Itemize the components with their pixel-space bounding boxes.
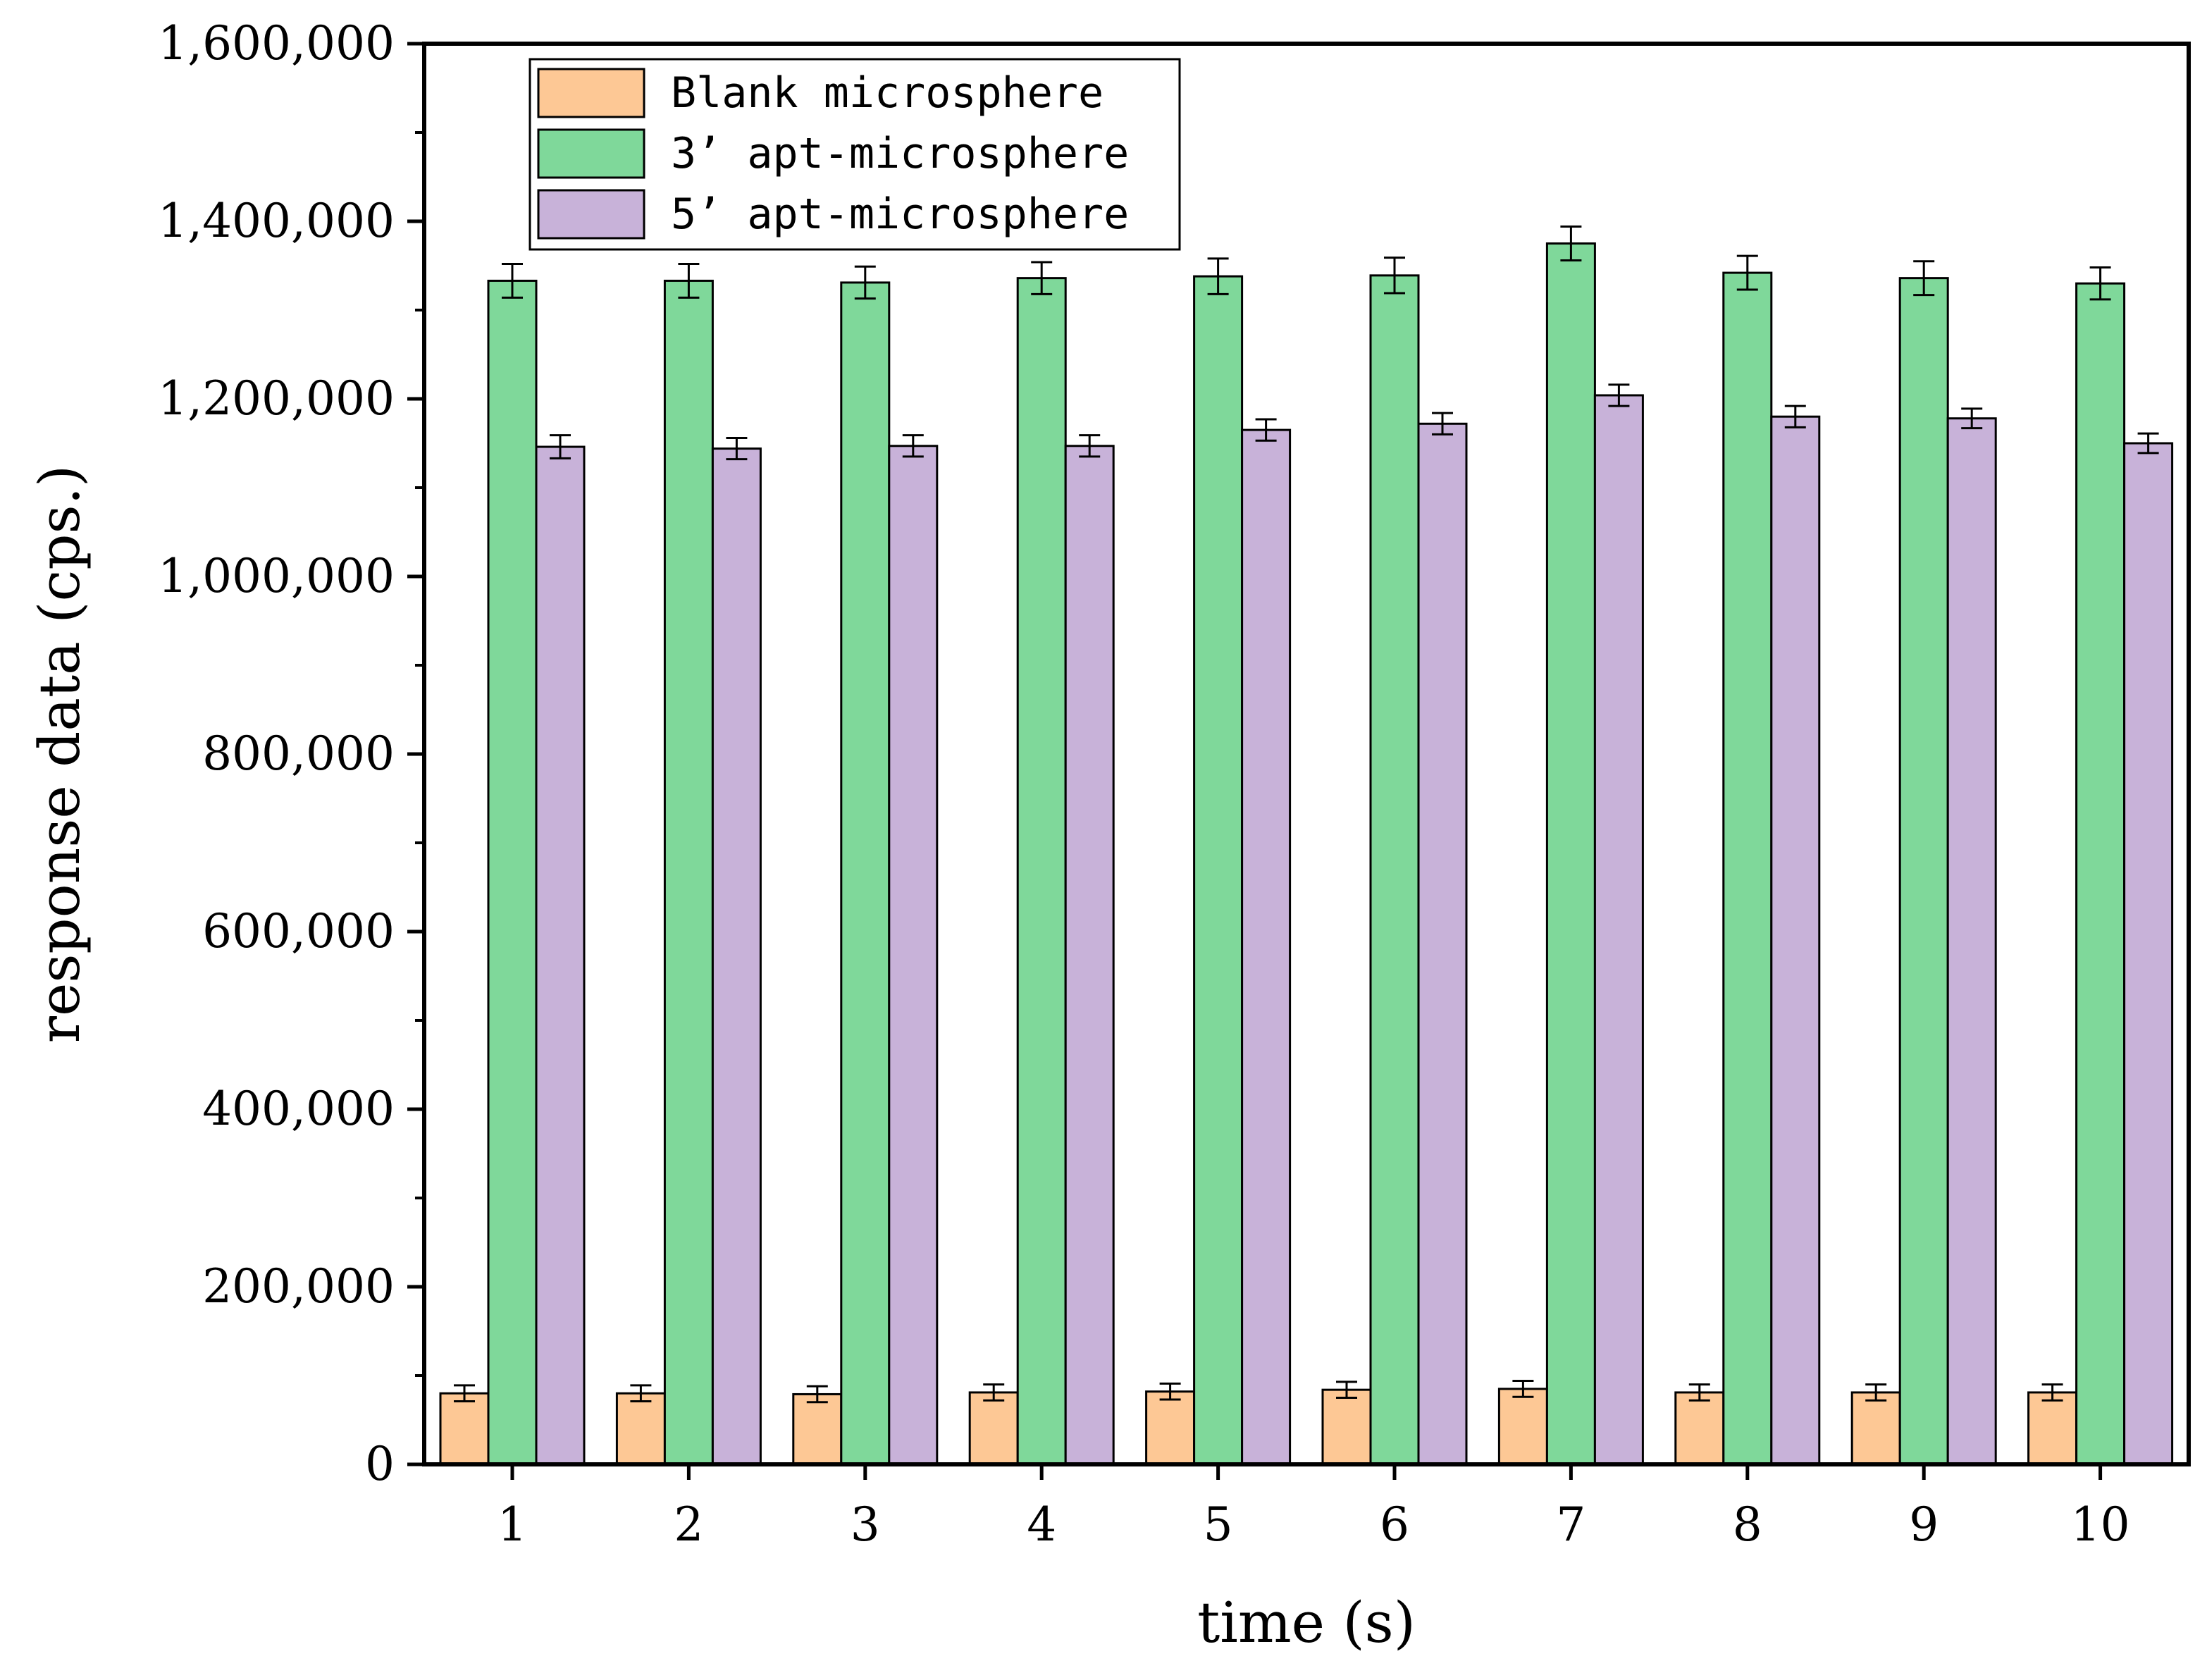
x-tick-label: 9	[1909, 1497, 1939, 1552]
bar-series-1-cat-2	[840, 281, 891, 1466]
legend-swatch	[537, 128, 645, 179]
bar-series-1-cat-7	[1722, 271, 1773, 1466]
bar-series-0-cat-4	[1145, 1390, 1196, 1466]
x-tick-label: 2	[674, 1497, 703, 1552]
bar-series-1-cat-3	[1016, 277, 1067, 1466]
bar-series-1-cat-4	[1193, 275, 1244, 1466]
y-tick-label: 800,000	[202, 727, 395, 781]
y-tick-label: 1,000,000	[158, 549, 395, 603]
bar-series-0-cat-3	[968, 1391, 1019, 1466]
y-tick-label: 200,000	[202, 1259, 395, 1314]
y-tick-label: 0	[365, 1437, 395, 1491]
y-tick-label: 1,200,000	[158, 371, 395, 426]
bar-series-2-cat-5	[1417, 422, 1468, 1466]
x-tick-label: 5	[1204, 1497, 1233, 1552]
y-axis-title: response data (cps.)	[27, 465, 92, 1043]
bar-series-1-cat-8	[1898, 277, 1949, 1466]
x-tick-label: 4	[1027, 1497, 1056, 1552]
bar-series-2-cat-0	[535, 445, 586, 1466]
bar-series-2-cat-3	[1064, 445, 1115, 1466]
y-tick-label: 400,000	[202, 1082, 395, 1136]
bar-series-0-cat-9	[2027, 1391, 2078, 1466]
y-tick-label: 1,600,000	[158, 16, 395, 70]
bar-series-2-cat-6	[1593, 394, 1644, 1466]
legend-swatch	[537, 189, 645, 240]
bar-series-1-cat-6	[1545, 242, 1596, 1466]
bar-series-0-cat-2	[792, 1392, 843, 1466]
x-axis-title: time (s)	[1197, 1590, 1416, 1655]
y-tick-label: 600,000	[202, 904, 395, 958]
bar-series-1-cat-5	[1369, 274, 1420, 1466]
x-tick-label: 3	[851, 1497, 880, 1552]
bar-series-2-cat-1	[711, 447, 762, 1466]
y-tick-label: 1,400,000	[158, 194, 395, 248]
x-tick-label: 10	[2071, 1497, 2130, 1552]
x-tick-label: 1	[497, 1497, 527, 1552]
bar-series-0-cat-6	[1497, 1388, 1548, 1466]
x-tick-label: 8	[1733, 1497, 1762, 1552]
x-tick-label: 7	[1556, 1497, 1585, 1552]
bar-series-2-cat-4	[1241, 428, 1292, 1466]
bar-series-0-cat-5	[1321, 1388, 1372, 1466]
bar-series-1-cat-0	[487, 279, 538, 1466]
bar-series-2-cat-7	[1770, 415, 1821, 1466]
bar-series-0-cat-8	[1850, 1391, 1901, 1466]
bar-series-1-cat-9	[2075, 282, 2126, 1466]
bar-series-2-cat-2	[888, 445, 939, 1466]
bar-series-1-cat-1	[663, 279, 714, 1466]
legend-label: 3’ apt-microsphere	[671, 129, 1129, 178]
x-tick-label: 6	[1380, 1497, 1409, 1552]
bar-series-2-cat-9	[2123, 442, 2174, 1466]
bar-series-2-cat-8	[1946, 417, 1997, 1466]
bar-series-0-cat-7	[1674, 1391, 1725, 1466]
bar-series-0-cat-1	[615, 1392, 666, 1466]
legend-swatch	[537, 68, 645, 118]
legend-label: Blank microsphere	[671, 68, 1104, 118]
bar-series-0-cat-0	[439, 1392, 490, 1466]
legend-label: 5’ apt-microsphere	[671, 190, 1129, 239]
